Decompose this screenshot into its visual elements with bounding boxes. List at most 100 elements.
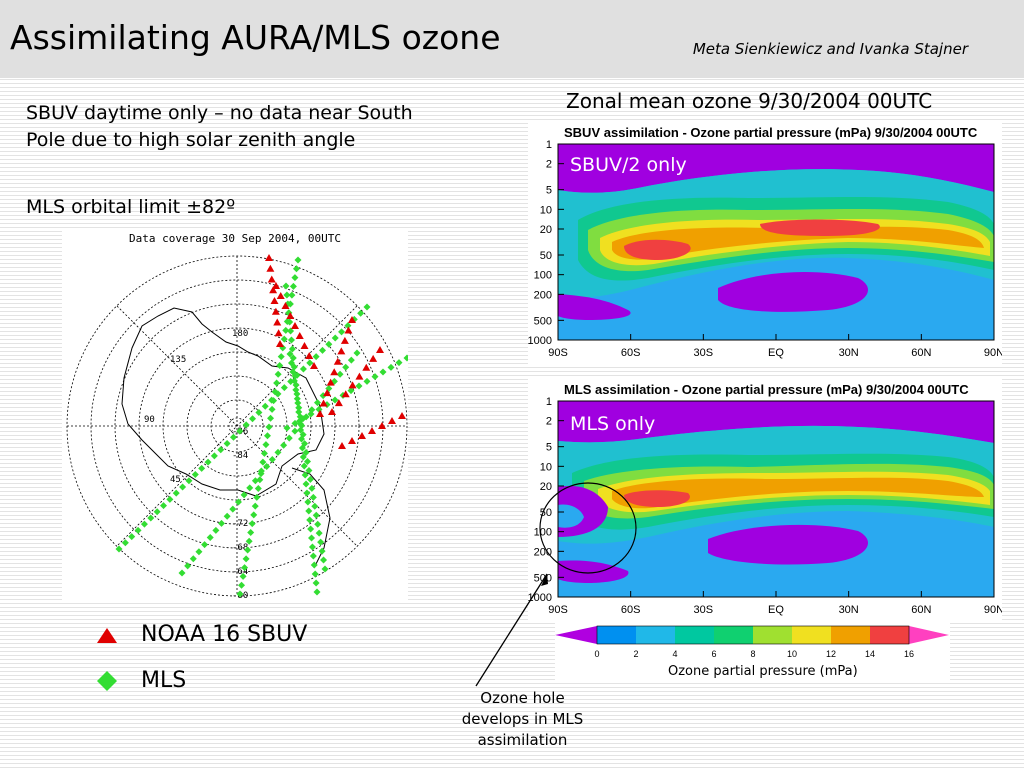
mls-obs-marker (206, 534, 214, 542)
mls-obs-marker (236, 590, 244, 598)
sbuv-obs-marker (348, 437, 356, 444)
mls-obs-marker (201, 541, 209, 549)
x-tick-label: 60S (621, 347, 641, 359)
mls-tropical-low (708, 524, 868, 565)
sbuv-band-6 (612, 226, 984, 260)
mls-obs-marker (311, 502, 319, 510)
mls-obs-marker (115, 545, 123, 553)
mls-obs-marker (189, 555, 197, 563)
legend-sbuv-label: NOAA 16 SBUV (141, 622, 308, 647)
sbuv-obs-marker (369, 354, 378, 362)
mls-obs-marker (363, 303, 371, 311)
sbuv-obs-marker (266, 264, 275, 272)
sbuv-obs-marker (281, 302, 290, 309)
x-tick-label: 90N (984, 347, 1002, 359)
ozone-hole-annotation: Ozone hole develops in MLS assimilation (430, 688, 615, 751)
mls-obs-marker (314, 520, 322, 528)
sbuv-tracks (265, 254, 406, 449)
mls-obs-marker (283, 424, 291, 432)
colorbar-swatch (597, 626, 636, 644)
mls-obs-marker (286, 318, 294, 326)
y-tick-label: 2 (546, 416, 552, 428)
mls-obs-marker (307, 410, 315, 418)
zonal-heading: Zonal mean ozone 9/30/2004 00UTC (566, 89, 933, 113)
mls-obs-marker (250, 511, 258, 519)
sbuv-obs-marker (319, 399, 328, 407)
mls-obs-marker (331, 396, 339, 404)
mls-obs-marker (342, 363, 350, 371)
mls-obs-marker (256, 476, 264, 484)
sbuv-obs-marker (274, 329, 283, 337)
mls-obs-marker (331, 334, 339, 342)
mls-obs-marker (286, 350, 294, 358)
red-triangle-icon (97, 628, 117, 643)
y-tick-label: 10 (540, 204, 552, 216)
mls-obs-marker (294, 256, 302, 264)
mls-obs-marker (276, 361, 284, 369)
mls-obs-marker (268, 455, 276, 463)
mls-obs-marker (247, 528, 255, 536)
colorbar-tick-label: 4 (672, 649, 677, 659)
mls-obs-marker (271, 388, 279, 396)
mls-obs-marker (304, 498, 312, 506)
x-tick-label: 30N (839, 347, 859, 359)
sbuv-obs-marker (334, 399, 343, 407)
mls-obs-marker (249, 415, 257, 423)
colorbar: 0 2 4 6 8 10 12 14 16 (555, 620, 950, 682)
mls-obs-marker (229, 505, 237, 513)
colorbar-swatch (831, 626, 870, 644)
colorbar-svg: 0 2 4 6 8 10 12 14 16 (555, 625, 949, 659)
mls-obs-marker (290, 363, 298, 371)
mls-obs-marker (353, 349, 361, 357)
colorbar-tick-label: 6 (711, 649, 716, 659)
mls-obs-marker (289, 282, 297, 290)
y-tick-label: 20 (540, 224, 552, 236)
mls-obs-marker (242, 421, 250, 429)
y-tick-label: 5 (546, 185, 552, 197)
lat-label-2: -84 (232, 451, 248, 461)
mls-obs-marker (302, 449, 310, 457)
lat-label-4: -68 (232, 543, 248, 553)
mls-ozone-hole-core (558, 504, 584, 528)
lat-label-3: -72 (232, 519, 248, 529)
mls-obs-marker (315, 529, 323, 537)
mls-obs-marker (263, 463, 271, 471)
mls-obs-marker (288, 345, 296, 353)
x-tick-label: 60S (621, 604, 641, 616)
mls-obs-marker (291, 274, 299, 282)
colorbar-tick-label: 2 (633, 649, 638, 659)
sbuv-obs-marker (286, 312, 295, 319)
mls-obs-marker (293, 390, 301, 398)
sbuv-contour-plot: SBUV assimilation - Ozone partial pressu… (528, 125, 1002, 359)
mls-obs-marker (289, 368, 297, 376)
mls-obs-marker (223, 512, 231, 520)
colorbar-swatch (753, 626, 792, 644)
sbuv-obs-marker (330, 368, 339, 376)
annotation-line-3: assimilation (477, 731, 568, 749)
colorbar-swatch (675, 626, 714, 644)
ozone-hole-circle (539, 482, 637, 574)
mls-obs-marker (198, 464, 206, 472)
colorbar-label: Ozone partial pressure (mPa) (668, 664, 858, 679)
mls-obs-marker (299, 453, 307, 461)
mls-obs-marker (313, 399, 321, 407)
mls-obs-marker (195, 548, 203, 556)
sbuv-obs-marker (316, 410, 324, 417)
mls-obs-marker (395, 359, 403, 367)
mls-obs-marker (160, 502, 168, 510)
mls-obs-marker (248, 520, 256, 528)
x-tick-label: 60N (911, 347, 931, 359)
mls-obs-marker (338, 328, 346, 336)
colorbar-swatch (870, 626, 909, 644)
authors: Meta Sienkiewicz and Ivanka Stajner (692, 40, 968, 58)
y-tick-label: 500 (534, 572, 552, 584)
y-tick-label: 50 (540, 250, 552, 262)
lat-label-5: -64 (232, 567, 248, 577)
y-tick-label: 1 (546, 396, 552, 408)
mls-obs-marker (239, 572, 247, 580)
mls-obs-marker (254, 485, 262, 493)
mls-obs-marker (403, 354, 408, 362)
annotation-line-1: Ozone hole (480, 689, 565, 707)
mls-obs-marker (282, 326, 290, 334)
mls-obs-marker (303, 489, 311, 497)
